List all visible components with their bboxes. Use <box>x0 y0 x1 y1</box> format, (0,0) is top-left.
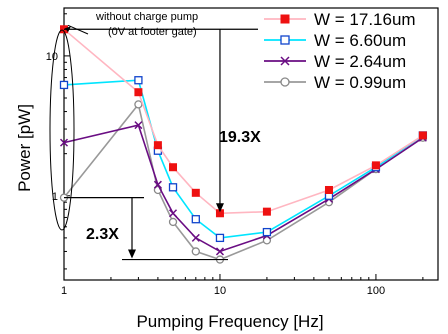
legend: W = 17.16um W = 6.60um W = 2.64um W = 0.99u… <box>264 10 416 92</box>
legend-entry: W = 2.64um <box>264 52 406 71</box>
x-tick-label: 100 <box>367 285 385 297</box>
legend-label: W = 17.16um <box>314 10 416 29</box>
data-point <box>168 183 178 192</box>
series-line <box>63 28 424 215</box>
x-axis-title: Pumping Frequency [Hz] <box>136 312 323 331</box>
data-point <box>191 215 200 224</box>
data-point <box>371 161 380 170</box>
data-point <box>324 185 333 194</box>
data-point <box>153 180 162 189</box>
series-layer <box>59 25 428 264</box>
data-point <box>134 100 143 109</box>
data-point <box>215 247 224 256</box>
legend-label: W = 6.60um <box>314 31 406 50</box>
series-2 <box>59 76 428 243</box>
data-point <box>191 188 200 197</box>
data-point <box>191 247 200 256</box>
ratio-small-label: 2.3X <box>86 226 119 243</box>
legend-label: W = 0.99um <box>314 73 406 92</box>
annotation-layer: without charge pump (0V at footer gate) … <box>49 11 261 261</box>
legend-marker <box>280 35 290 45</box>
data-point <box>59 80 69 90</box>
data-point <box>191 233 200 242</box>
data-point <box>153 141 162 150</box>
legend-entry: W = 6.60um <box>264 31 406 50</box>
legend-marker <box>280 56 290 66</box>
x-tick-label: 10 <box>214 285 226 297</box>
data-point <box>418 131 427 140</box>
y-axis-title: Power [pW] <box>15 104 34 192</box>
without-pump-note-line2: (0V at footer gate) <box>108 26 197 38</box>
ratio-small-arrowhead <box>128 249 136 259</box>
data-point <box>168 217 178 227</box>
legend-entry: W = 0.99um <box>264 73 406 92</box>
series-line <box>63 102 424 261</box>
plot-frame <box>63 7 439 281</box>
legend-marker <box>280 14 290 24</box>
series-line <box>63 124 424 253</box>
data-point <box>134 76 143 85</box>
legend-label: W = 2.64um <box>314 52 406 71</box>
data-point <box>59 138 69 147</box>
legend-marker <box>280 77 290 87</box>
no-pump-ellipse <box>49 29 75 231</box>
y-tick-label: 1 <box>52 191 58 203</box>
data-point <box>262 207 271 216</box>
x-tick-label: 1 <box>61 285 67 297</box>
data-point <box>215 233 225 243</box>
data-point <box>168 209 178 218</box>
without-pump-note-line1: without charge pump <box>95 11 198 23</box>
data-point <box>262 227 272 237</box>
data-point <box>134 88 143 97</box>
series-line <box>63 79 424 239</box>
data-point <box>262 236 272 245</box>
y-tick-label: 10 <box>46 51 58 63</box>
data-point <box>134 121 143 130</box>
x-axis-ticks: 1 10 100 <box>61 274 424 297</box>
ratio-big-arrowhead <box>215 203 224 213</box>
legend-entry: W = 17.16um <box>264 10 416 29</box>
ratio-big-label: 19.3X <box>219 129 261 146</box>
data-point <box>169 163 178 172</box>
